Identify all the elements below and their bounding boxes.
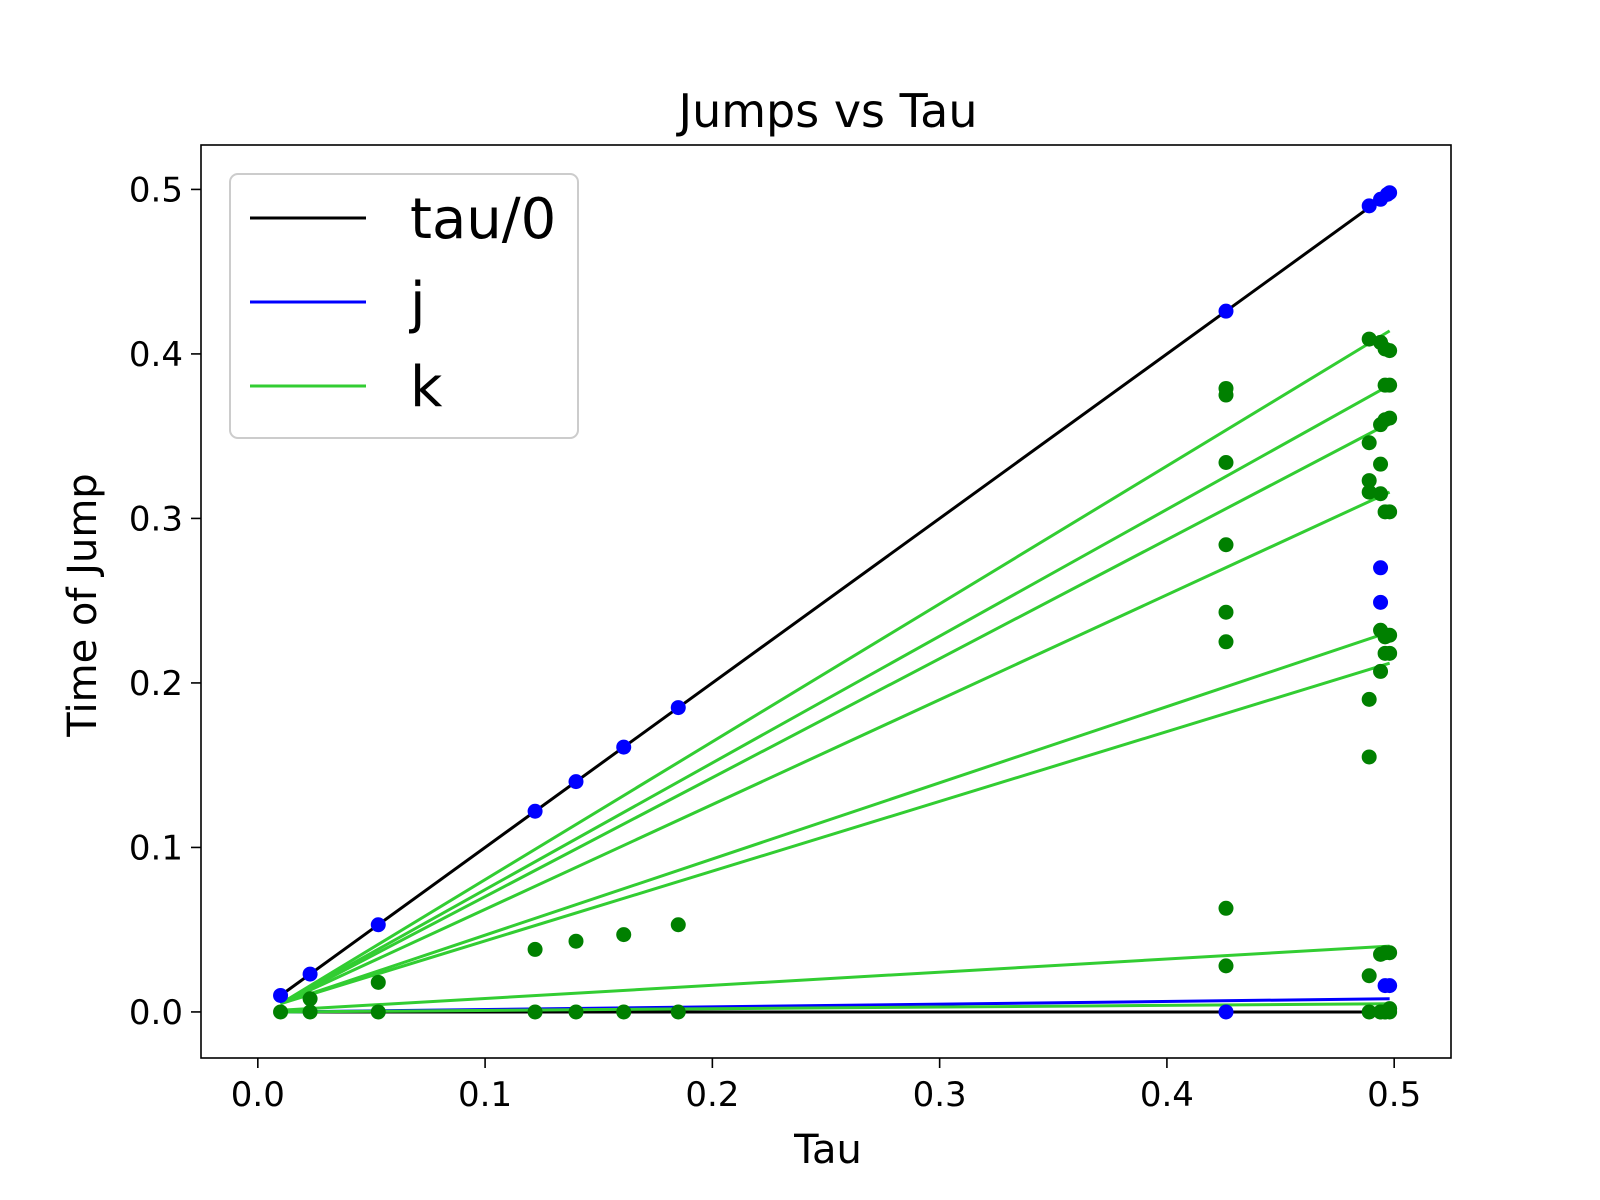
data-point-blue-4	[568, 774, 584, 790]
x-tick-label-4: 0.4	[1140, 1075, 1194, 1115]
data-point-green-49	[1382, 627, 1398, 643]
data-point-green-6	[527, 1004, 543, 1020]
data-point-green-25	[1361, 691, 1377, 707]
data-point-green-7	[568, 933, 584, 949]
series-line-k-4	[279, 383, 1391, 1006]
x-tick-label-2: 0.2	[685, 1075, 739, 1115]
data-point-green-19	[1218, 900, 1234, 916]
x-axis-label: Tau	[793, 1127, 862, 1173]
data-point-green-21	[1361, 331, 1377, 347]
data-point-blue-12	[1373, 560, 1389, 576]
series-line-k-5	[279, 421, 1391, 1006]
series-line-k-8	[280, 661, 1391, 1006]
data-point-green-23	[1361, 473, 1377, 489]
data-point-green-31	[1373, 456, 1389, 472]
data-point-blue-2	[370, 917, 386, 933]
data-point-green-51	[1382, 945, 1398, 961]
data-point-green-48	[1382, 504, 1398, 520]
data-point-green-14	[1218, 387, 1234, 403]
data-point-blue-7	[1218, 303, 1234, 319]
data-point-green-4	[370, 1004, 386, 1020]
plot-area	[273, 185, 1398, 1020]
data-point-green-9	[616, 927, 632, 943]
y-tick-label-3: 0.3	[129, 499, 183, 539]
axes: 0.0 0.1 0.2 0.3 0.4 0.5 0.0 0.1 0.2 0.3 0.4 0.5	[129, 144, 1452, 1115]
data-point-green-8	[568, 1004, 584, 1020]
data-point-green-10	[616, 1004, 632, 1020]
legend-box	[229, 173, 579, 439]
data-point-green-55	[1377, 1004, 1393, 1020]
y-tick-label-4: 0.4	[129, 335, 183, 375]
legend-label-1: j	[408, 271, 426, 336]
data-point-green-12	[670, 1004, 686, 1020]
data-point-green-1	[302, 991, 318, 1007]
series-line-k-10	[280, 1002, 1390, 1014]
series-line-k-9	[280, 944, 1390, 1012]
plot-frame	[200, 144, 1452, 1059]
data-point-blue-3	[527, 803, 543, 819]
data-point-blue-13	[1373, 594, 1389, 610]
data-point-green-15	[1218, 454, 1234, 470]
data-point-green-46	[1382, 377, 1398, 393]
data-point-green-34	[1373, 663, 1389, 679]
data-point-green-24	[1361, 484, 1377, 500]
x-tick-label-3: 0.3	[913, 1075, 967, 1115]
chart-title: Jumps vs Tau	[676, 84, 978, 138]
data-point-green-27	[1361, 968, 1377, 984]
data-point-green-18	[1218, 634, 1234, 650]
data-point-green-32	[1373, 486, 1389, 502]
data-point-green-45	[1382, 343, 1398, 359]
y-axis-label: Time of Jump	[60, 473, 106, 737]
series-line-tau-0-0	[279, 191, 1391, 997]
data-point-green-20	[1218, 958, 1234, 974]
data-point-blue-1	[302, 966, 318, 982]
data-point-green-11	[670, 917, 686, 933]
data-point-blue-15	[1382, 978, 1398, 994]
data-point-green-17	[1218, 604, 1234, 620]
data-point-green-47	[1382, 410, 1398, 426]
series-line-k-7	[280, 630, 1391, 1006]
y-tick-label-1: 0.1	[129, 828, 183, 868]
data-point-green-3	[370, 974, 386, 990]
data-point-green-5	[527, 941, 543, 957]
data-point-blue-16	[1218, 1004, 1234, 1020]
data-point-blue-0	[273, 987, 289, 1003]
data-point-blue-5	[616, 739, 632, 755]
y-tick-label-2: 0.2	[129, 664, 183, 704]
x-tick-label-0: 0.0	[231, 1075, 285, 1115]
data-point-blue-8	[1361, 198, 1377, 214]
x-tick-label-1: 0.1	[458, 1075, 512, 1115]
x-tick-label-5: 0.5	[1367, 1075, 1421, 1115]
data-point-green-2	[302, 1004, 318, 1020]
y-tick-label-5: 0.5	[129, 170, 183, 210]
data-point-blue-11	[1382, 185, 1398, 201]
data-point-blue-6	[670, 700, 686, 716]
data-point-green-26	[1361, 749, 1377, 765]
series-line-k-3	[279, 329, 1391, 1005]
legend: tau/0 jk	[229, 173, 579, 439]
data-point-green-22	[1361, 435, 1377, 451]
data-point-green-28	[1361, 1004, 1377, 1020]
y-tick-label-0: 0.0	[129, 993, 183, 1033]
data-point-green-50	[1382, 645, 1398, 661]
data-point-green-16	[1218, 537, 1234, 553]
legend-label-2: k	[410, 355, 443, 420]
legend-label-0: tau/0	[410, 187, 556, 252]
data-point-green-0	[273, 1004, 289, 1020]
series-line-k-6	[279, 490, 1391, 1006]
